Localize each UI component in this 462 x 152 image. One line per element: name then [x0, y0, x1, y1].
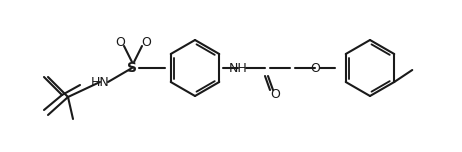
Text: HN: HN [91, 76, 109, 88]
Text: O: O [270, 88, 280, 100]
Text: NH: NH [229, 62, 247, 74]
Text: O: O [310, 62, 320, 74]
Text: S: S [127, 61, 137, 75]
Text: O: O [115, 36, 125, 48]
Text: O: O [141, 36, 151, 48]
